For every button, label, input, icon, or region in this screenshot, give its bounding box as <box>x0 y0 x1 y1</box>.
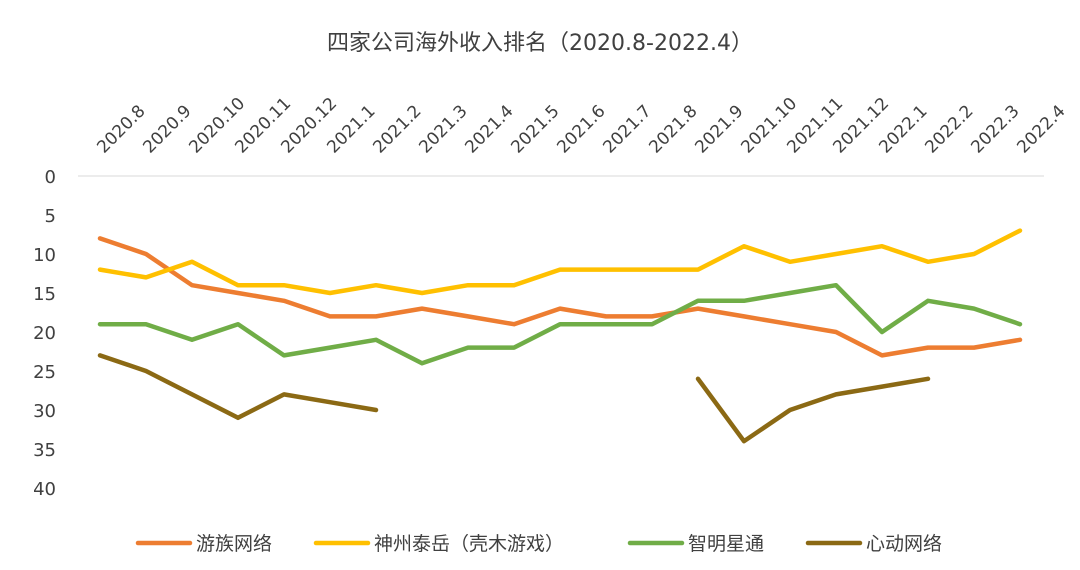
series-line <box>97 228 1023 296</box>
x-tick-label: 2022.2 <box>921 101 977 157</box>
y-tick-label: 30 <box>33 401 56 422</box>
legend: 游族网络 神州泰岳（壳木游戏） 智明星通 心动网络 <box>135 533 942 555</box>
x-tick-label: 2021.2 <box>369 101 425 157</box>
series-4 <box>97 353 931 444</box>
legend-label: 游族网络 <box>196 533 272 555</box>
y-tick-label: 0 <box>45 167 56 188</box>
series-line <box>97 353 379 421</box>
x-tick-label: 2021.6 <box>553 101 609 157</box>
x-tick-label: 2021.4 <box>461 101 517 157</box>
series-lines <box>97 228 1023 444</box>
y-tick-label: 20 <box>33 323 56 344</box>
x-tick-label: 2021.7 <box>599 101 655 157</box>
y-tick-label: 40 <box>33 479 56 500</box>
x-tick-label: 2021.8 <box>645 101 701 157</box>
y-tick-label: 15 <box>33 284 56 305</box>
series-2 <box>97 228 1023 296</box>
x-tick-label: 2021.3 <box>415 101 471 157</box>
x-tick-label: 2020.9 <box>139 101 195 157</box>
x-axis-labels: 2020.82020.92020.102020.112020.122021.12… <box>93 94 1069 158</box>
legend-label: 神州泰岳（壳木游戏） <box>374 533 564 555</box>
series-1 <box>97 236 1023 358</box>
x-tick-label: 2021.5 <box>507 101 563 157</box>
x-tick-label: 2020.8 <box>93 101 149 157</box>
y-tick-label: 25 <box>33 362 56 383</box>
legend-label: 心动网络 <box>866 533 942 555</box>
y-tick-label: 35 <box>33 440 56 461</box>
x-tick-label: 2021.9 <box>691 101 747 157</box>
legend-label: 智明星通 <box>688 533 764 555</box>
y-axis: 0 5 10 15 20 25 30 35 40 <box>33 167 1044 500</box>
x-tick-label: 2022.3 <box>967 101 1023 157</box>
series-line <box>97 236 1023 358</box>
series-3 <box>97 282 1023 366</box>
y-tick-label: 5 <box>45 206 56 227</box>
series-line <box>695 376 931 444</box>
x-tick-label: 2022.4 <box>1013 101 1069 157</box>
chart-title: 四家公司海外收入排名（2020.8-2022.4） <box>327 31 753 56</box>
y-tick-label: 10 <box>33 245 56 266</box>
